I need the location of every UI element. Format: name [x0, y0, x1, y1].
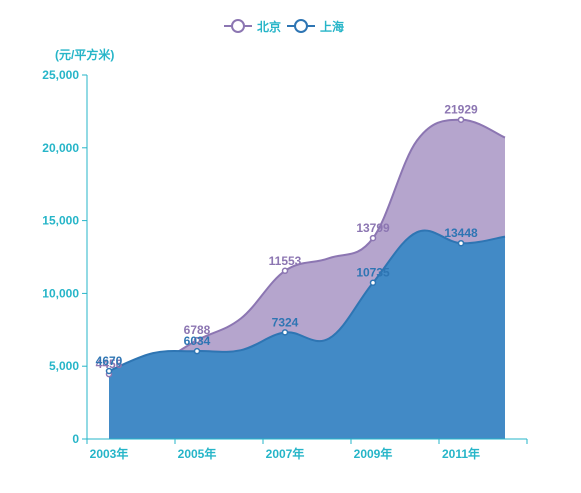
point-shanghai-2009[interactable]	[369, 279, 377, 286]
area-shanghai	[109, 230, 505, 439]
data-label-beijing-2005: 6788	[184, 323, 211, 337]
data-labels: 4456 6788 11553 13799 21929 4670 6034 7324 10735…	[96, 103, 478, 371]
legend-marker-shanghai	[294, 19, 308, 33]
data-label-shanghai-2005: 6034	[184, 334, 211, 348]
legend-item-beijing[interactable]: 北京	[224, 19, 281, 34]
y-axis-ticks: 0 5,000 10,000 15,000 20,000 25,000	[42, 68, 87, 446]
point-beijing-2011[interactable]	[457, 116, 465, 123]
legend-label-shanghai: 上海	[320, 19, 344, 34]
y-axis-unit-label: (元/平方米)	[55, 47, 114, 62]
x-tick-label: 2003年	[90, 446, 129, 461]
point-shanghai-2007[interactable]	[281, 329, 289, 336]
x-tick-label: 2005年	[178, 446, 217, 461]
data-markers	[105, 116, 465, 378]
x-tick-label: 2009年	[354, 446, 393, 461]
y-tick-label: 20,000	[42, 141, 79, 155]
point-shanghai-2005[interactable]	[193, 347, 201, 355]
data-label-beijing-2007: 11553	[269, 254, 302, 268]
legend: 北京 上海	[224, 19, 344, 34]
y-tick-label: 5,000	[49, 359, 79, 373]
point-beijing-2007[interactable]	[281, 267, 289, 275]
legend-item-shanghai[interactable]: 上海	[287, 19, 344, 34]
data-label-shanghai-2007: 7324	[272, 315, 299, 329]
y-tick-label: 0	[72, 432, 79, 446]
point-shanghai-2003[interactable]	[105, 367, 113, 375]
y-tick-label: 10,000	[42, 286, 79, 300]
x-tick-label: 2007年	[266, 446, 305, 461]
legend-marker-beijing	[231, 19, 245, 33]
x-tick-label: 2011年	[442, 446, 480, 461]
y-tick-label: 25,000	[42, 68, 79, 82]
point-beijing-2009[interactable]	[369, 234, 377, 242]
data-label-shanghai-2011: 13448	[444, 226, 478, 240]
data-label-beijing-2009: 13799	[356, 221, 390, 235]
axes	[86, 75, 527, 440]
data-label-shanghai-2003: 4670	[96, 354, 123, 368]
point-shanghai-2011[interactable]	[457, 239, 465, 247]
line-shanghai	[108, 229, 506, 372]
data-label-beijing-2011: 21929	[444, 103, 478, 117]
data-label-beijing-2003: 4456	[96, 357, 123, 371]
legend-label-beijing: 北京	[257, 19, 281, 34]
y-tick-label: 15,000	[42, 214, 79, 228]
x-axis-ticks: 2003年 2005年 2007年 2009年 2011年	[86, 439, 528, 461]
point-beijing-2005[interactable]	[193, 336, 201, 344]
plot-areas	[108, 118, 506, 440]
data-label-shanghai-2009: 10735	[356, 266, 390, 280]
